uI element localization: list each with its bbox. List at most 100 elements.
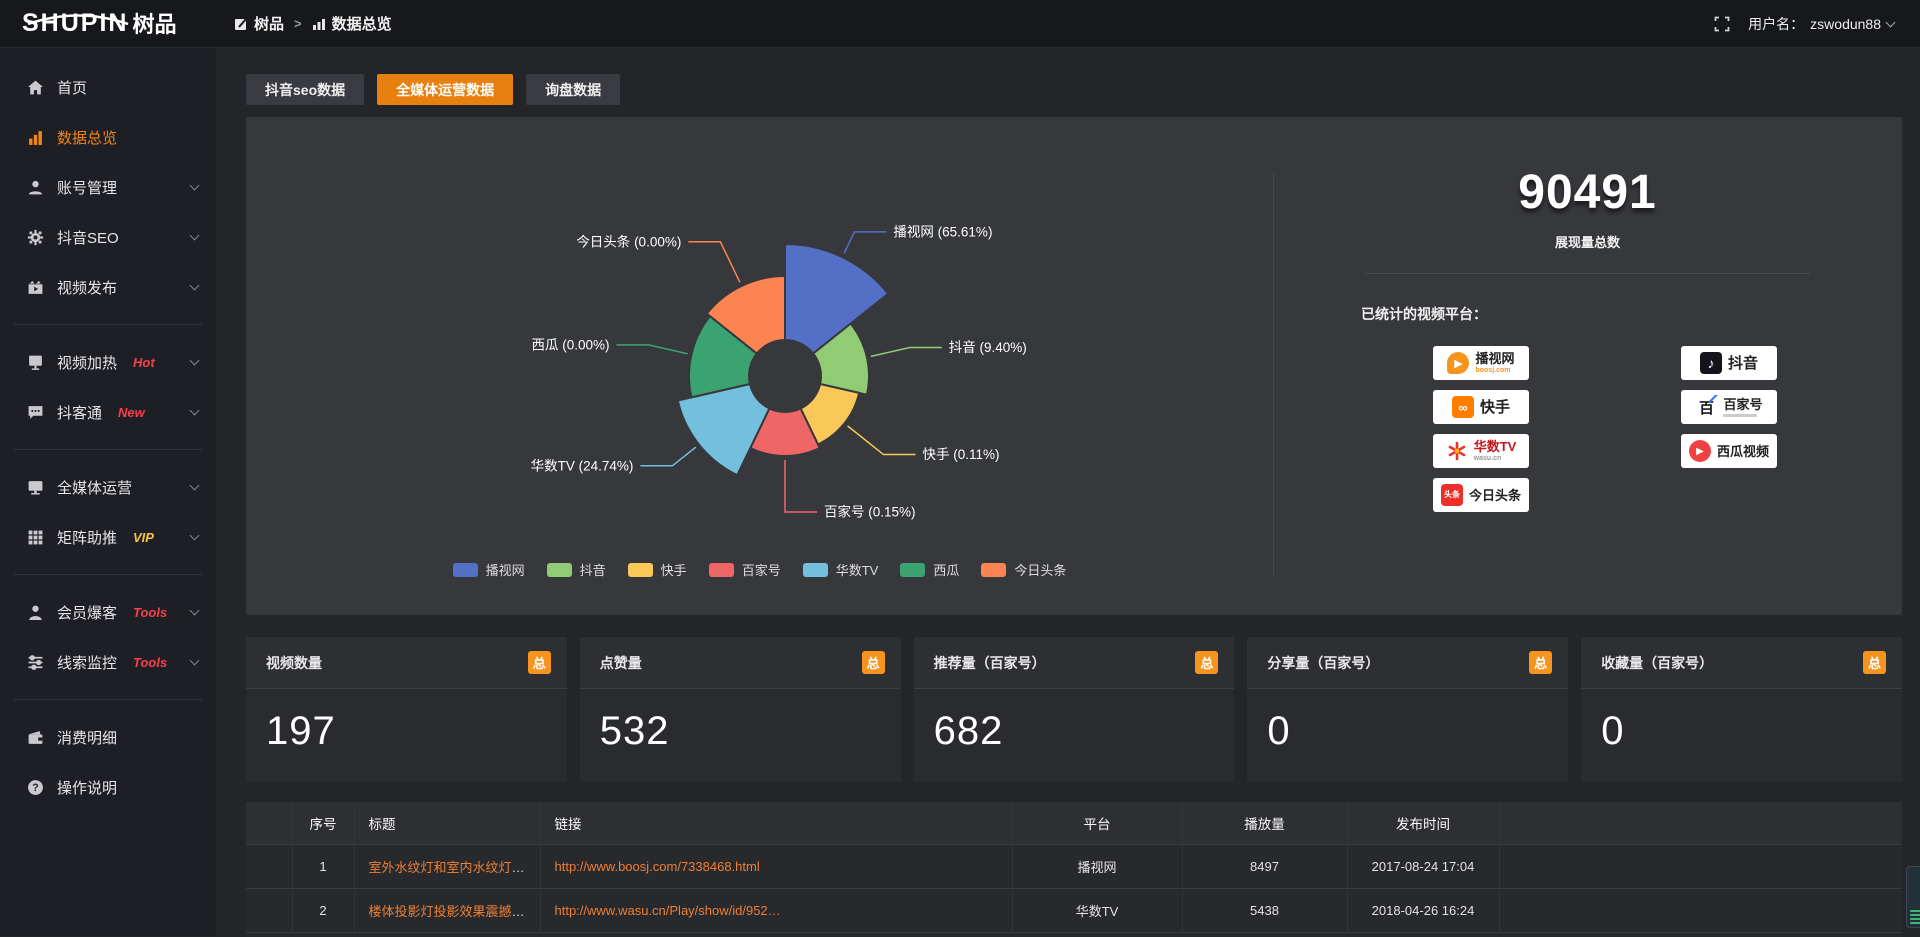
boosj-icon: ▶ xyxy=(1447,352,1469,374)
table-cell: 2017-08-24 17:04 xyxy=(1347,844,1499,888)
sidebar-item-chart[interactable]: 数据总览 xyxy=(0,112,216,162)
legend-label: 抖音 xyxy=(580,560,606,579)
table-row: 1室外水纹灯和室内水纹灯的区别和简介http://www.boosj.com/7… xyxy=(246,844,1902,888)
platform-badge-xigua: ▶西瓜视频 xyxy=(1681,434,1777,468)
table-cell: 2018-04-26 16:24 xyxy=(1347,888,1499,932)
legend-item-5[interactable]: 西瓜 xyxy=(900,560,959,579)
video-url-link[interactable]: http://www.boosj.com/7338468.html xyxy=(555,859,760,874)
sidebar-item-label: 操作说明 xyxy=(57,777,117,798)
platforms-title: 已统计的视频平台： xyxy=(1361,304,1902,324)
legend-swatch xyxy=(803,563,828,577)
legend-item-1[interactable]: 抖音 xyxy=(547,560,606,579)
legend-item-2[interactable]: 快手 xyxy=(628,560,687,579)
baijiahao-icon: 百 xyxy=(1695,396,1717,418)
total-badge: 总 xyxy=(1863,651,1886,674)
breadcrumb-item-home[interactable]: 树品 xyxy=(234,13,284,34)
breadcrumb-separator: > xyxy=(294,16,302,31)
table-header-0: 序号 xyxy=(292,802,354,844)
summary-divider xyxy=(1365,273,1810,274)
video-title-link[interactable]: 楼体投影灯投影效果震撼上市 xyxy=(369,904,538,919)
sidebar-badge: Hot xyxy=(133,355,155,370)
table-header-1: 标题 xyxy=(354,802,540,844)
sidebar-item-monitor[interactable]: 全媒体运营 xyxy=(0,462,216,512)
question-icon: ? xyxy=(27,779,44,796)
stat-card-label: 点赞量 xyxy=(600,653,642,673)
sidebar-item-bubble[interactable]: 抖客通 New xyxy=(0,387,216,437)
screen-icon xyxy=(27,354,44,371)
stat-card-label: 视频数量 xyxy=(266,653,322,673)
legend-swatch xyxy=(709,563,734,577)
chevron-down-icon xyxy=(1886,17,1896,27)
legend-swatch xyxy=(981,563,1006,577)
sidebar-item-user[interactable]: 账号管理 xyxy=(0,162,216,212)
table-cell: 5438 xyxy=(1182,888,1347,932)
scroll-widget[interactable] xyxy=(1906,866,1920,928)
legend-item-4[interactable]: 华数TV xyxy=(803,560,879,579)
legend-label: 华数TV xyxy=(836,560,879,579)
platform-badge-baijiahao: 百百家号 xyxy=(1681,390,1777,424)
total-impressions-value: 90491 xyxy=(1273,165,1902,220)
sidebar-item-home[interactable]: 首页 xyxy=(0,62,216,112)
sidebar-item-label: 抖音SEO xyxy=(57,227,119,248)
table-cell: 8497 xyxy=(1182,844,1347,888)
table-cell: 2 xyxy=(292,888,354,932)
tab-0[interactable]: 抖音seo数据 xyxy=(246,74,364,105)
total-impressions-label: 展现量总数 xyxy=(1273,232,1902,251)
breadcrumb: 树品 > 数据总览 xyxy=(234,13,392,34)
tab-1[interactable]: 全媒体运营数据 xyxy=(377,74,513,105)
stat-card-3: 分享量（百家号） 总 0 xyxy=(1247,637,1568,782)
table-cell: 播视网 xyxy=(1012,844,1182,888)
platform-badge-douyin: ♪抖音 xyxy=(1681,346,1777,380)
legend-swatch xyxy=(628,563,653,577)
stat-card-value: 0 xyxy=(1247,689,1568,754)
sidebar-badge: New xyxy=(118,405,145,420)
table-cell: 华数TV xyxy=(1012,888,1182,932)
legend-label: 西瓜 xyxy=(933,560,959,579)
pie-label-line xyxy=(848,426,916,455)
tab-2[interactable]: 询盘数据 xyxy=(526,74,620,105)
pie-label-line xyxy=(640,447,695,466)
stat-card-label: 分享量（百家号） xyxy=(1267,653,1379,673)
legend-label: 播视网 xyxy=(486,560,525,579)
user-menu[interactable]: 用户名：zswodun88 xyxy=(1748,14,1894,34)
breadcrumb-item-current[interactable]: 数据总览 xyxy=(312,13,392,34)
sidebar-item-label: 会员爆客 xyxy=(57,602,117,623)
legend-label: 快手 xyxy=(661,560,687,579)
video-title-link[interactable]: 室外水纹灯和室内水纹灯的区别和简介 xyxy=(369,860,541,875)
legend-swatch xyxy=(900,563,925,577)
fullscreen-icon[interactable] xyxy=(1714,16,1730,32)
total-badge: 总 xyxy=(1195,651,1218,674)
stat-card-label: 推荐量（百家号） xyxy=(934,653,1046,673)
video-url-link[interactable]: http://www.wasu.cn/Play/show/id/952… xyxy=(555,903,781,918)
logo-arc-icon xyxy=(24,14,132,25)
sidebar-item-video[interactable]: 视频发布 xyxy=(0,262,216,312)
total-badge: 总 xyxy=(1529,651,1552,674)
video-icon xyxy=(27,279,44,296)
stat-card-value: 0 xyxy=(1581,689,1902,754)
form-icon xyxy=(234,17,248,31)
sidebar-item-gear[interactable]: 抖音SEO xyxy=(0,212,216,262)
topbar: SHUPIN 树品 树品 > 数据总览 用户名：zswodun88 xyxy=(0,0,1920,48)
svg-text:?: ? xyxy=(32,782,38,794)
legend-item-6[interactable]: 今日头条 xyxy=(981,560,1066,579)
legend-item-0[interactable]: 播视网 xyxy=(453,560,525,579)
legend-item-3[interactable]: 百家号 xyxy=(709,560,781,579)
sidebar-item-label: 抖客通 xyxy=(57,402,102,423)
table-header-row: 序号标题链接平台播放量发布时间 xyxy=(246,802,1902,844)
sidebar-item-question[interactable]: ? 操作说明 xyxy=(0,762,216,812)
app-logo: SHUPIN 树品 xyxy=(0,11,216,36)
pie-label: 播视网 (65.61%) xyxy=(893,224,992,239)
sidebar-item-label: 数据总览 xyxy=(57,127,117,148)
douyin-icon: ♪ xyxy=(1700,352,1722,374)
chevron-down-icon xyxy=(190,655,200,665)
sidebar-item-wallet[interactable]: 消费明细 xyxy=(0,712,216,762)
